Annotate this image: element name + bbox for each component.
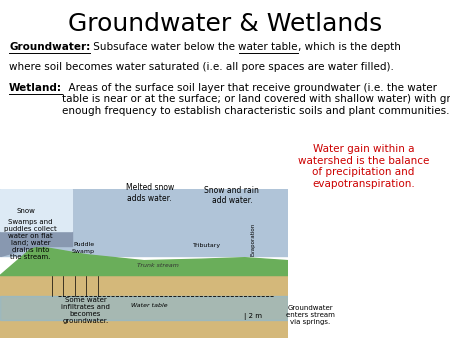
- Polygon shape: [0, 189, 72, 256]
- Text: Water table: Water table: [131, 303, 168, 308]
- Polygon shape: [0, 246, 288, 275]
- Text: Areas of the surface soil layer that receive groundwater (i.e. the water
table i: Areas of the surface soil layer that rec…: [62, 83, 450, 116]
- Text: water table: water table: [238, 42, 298, 52]
- Text: , which is the depth: , which is the depth: [298, 42, 401, 52]
- Text: Swamp: Swamp: [72, 249, 95, 254]
- Text: Trunk stream: Trunk stream: [137, 263, 180, 268]
- Text: | 2 m: | 2 m: [244, 313, 262, 320]
- Polygon shape: [0, 275, 288, 338]
- Text: Groundwater & Wetlands: Groundwater & Wetlands: [68, 12, 382, 36]
- Text: Snow: Snow: [17, 208, 36, 214]
- Text: Groundwater
enters stream
via springs.: Groundwater enters stream via springs.: [286, 305, 335, 325]
- Polygon shape: [0, 296, 288, 320]
- Text: Wetland:: Wetland:: [9, 83, 62, 93]
- Polygon shape: [0, 189, 288, 256]
- Text: Puddle: Puddle: [73, 242, 94, 247]
- Text: Groundwater:: Groundwater:: [9, 42, 90, 52]
- Polygon shape: [0, 189, 72, 231]
- Text: Swamps and
puddles collect
water on flat
land; water
drains into
the stream.: Swamps and puddles collect water on flat…: [4, 219, 57, 260]
- Text: Subsuface water below the: Subsuface water below the: [90, 42, 238, 52]
- Text: Tributary: Tributary: [194, 243, 221, 248]
- Text: Snow and rain
add water.: Snow and rain add water.: [204, 186, 259, 205]
- Text: Melted snow
adds water.: Melted snow adds water.: [126, 183, 174, 203]
- Text: where soil becomes water saturated (i.e. all pore spaces are water filled).: where soil becomes water saturated (i.e.…: [9, 62, 394, 72]
- Text: Evaporation: Evaporation: [251, 222, 256, 256]
- Text: Water gain within a
watershed is the balance
of precipitation and
evapotranspira: Water gain within a watershed is the bal…: [298, 144, 429, 189]
- Text: Some water
infiltrates and
becomes
groundwater.: Some water infiltrates and becomes groun…: [61, 297, 110, 323]
